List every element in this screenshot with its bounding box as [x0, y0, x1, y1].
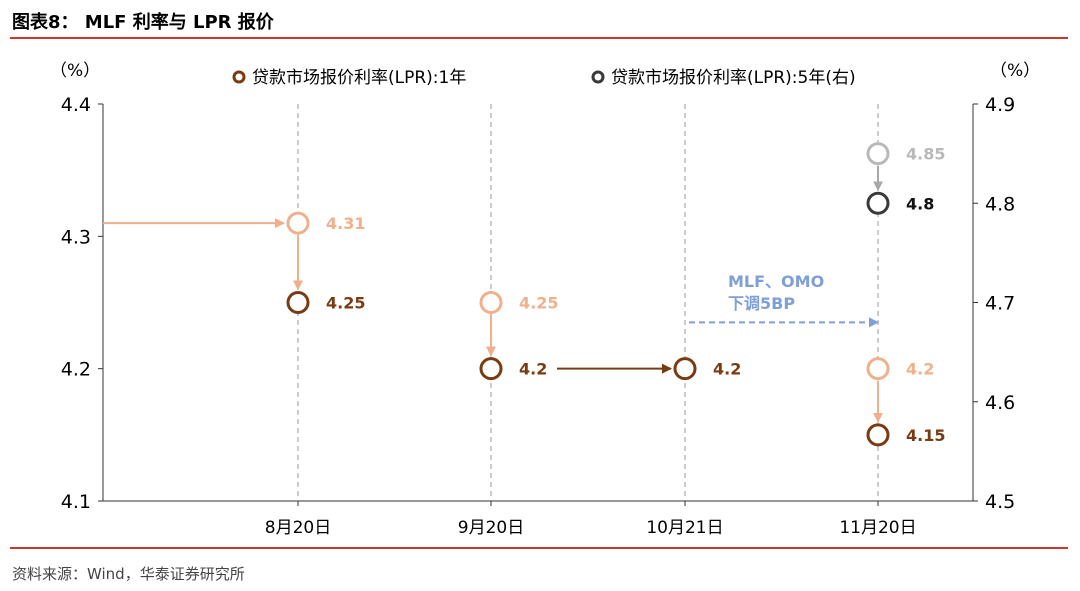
lpr5-point	[866, 191, 890, 215]
x-tick-label: 9月20日	[458, 518, 524, 538]
chart: 4.1 4.2 4.3 4.4 4.5 4.6 4.7 4.8 4.9 （%） （%） 8月20日 9月…	[50, 61, 1040, 538]
lpr5-previous-point	[866, 142, 890, 166]
y-left-unit: （%）	[50, 61, 100, 81]
y-right-unit: （%）	[990, 61, 1040, 81]
legend-label-lpr1: 贷款市场报价利率(LPR):1年	[252, 68, 466, 88]
lpr5-previous-label: 4.85	[906, 145, 945, 164]
y-left-tick-label: 4.2	[61, 359, 91, 381]
legend-marker-lpr5	[591, 70, 605, 84]
lpr1-point	[286, 291, 310, 314]
lpr1-point	[479, 357, 503, 381]
source-note: 资料来源：Wind，华泰证券研究所	[12, 565, 245, 583]
annotation-text: 下调5BP	[728, 294, 795, 313]
y-left-tick-label: 4.1	[61, 491, 91, 513]
lpr1-previous-label: 4.31	[326, 214, 365, 233]
lpr1-label: 4.2	[713, 360, 741, 379]
lpr1-label: 4.2	[519, 360, 547, 379]
annotation-text: MLF、OMO	[728, 272, 824, 291]
lpr1-point	[866, 423, 890, 447]
y-left-tick-label: 4.4	[61, 94, 91, 116]
y-right-tick-label: 4.9	[985, 94, 1015, 116]
footer-rule	[10, 547, 1068, 549]
title-rule	[10, 37, 1068, 39]
lpr1-previous-label: 4.25	[519, 294, 558, 313]
lpr1-previous-point	[866, 357, 890, 381]
lpr1-label: 4.25	[326, 294, 365, 313]
lpr5-label: 4.8	[906, 194, 934, 213]
x-tick-label: 8月20日	[265, 518, 331, 538]
y-right-tick-label: 4.5	[985, 491, 1015, 513]
lpr1-previous-point	[479, 291, 503, 314]
lpr1-point	[673, 357, 697, 381]
lpr1-label: 4.15	[906, 426, 945, 445]
legend-label-lpr5: 贷款市场报价利率(LPR):5年(右)	[611, 68, 856, 88]
y-right-tick-label: 4.6	[985, 392, 1015, 414]
y-right-tick-label: 4.8	[985, 193, 1015, 215]
lpr1-previous-label: 4.2	[906, 360, 934, 379]
x-tick-label: 11月20日	[839, 518, 916, 538]
x-tick-label: 10月21日	[646, 518, 723, 538]
y-right-tick-label: 4.7	[985, 293, 1015, 315]
legend-marker-lpr1	[232, 70, 246, 84]
chart-title: 图表8： MLF 利率与 LPR 报价	[12, 12, 274, 33]
lpr1-previous-point	[286, 211, 310, 235]
y-left-tick-label: 4.3	[61, 226, 91, 248]
